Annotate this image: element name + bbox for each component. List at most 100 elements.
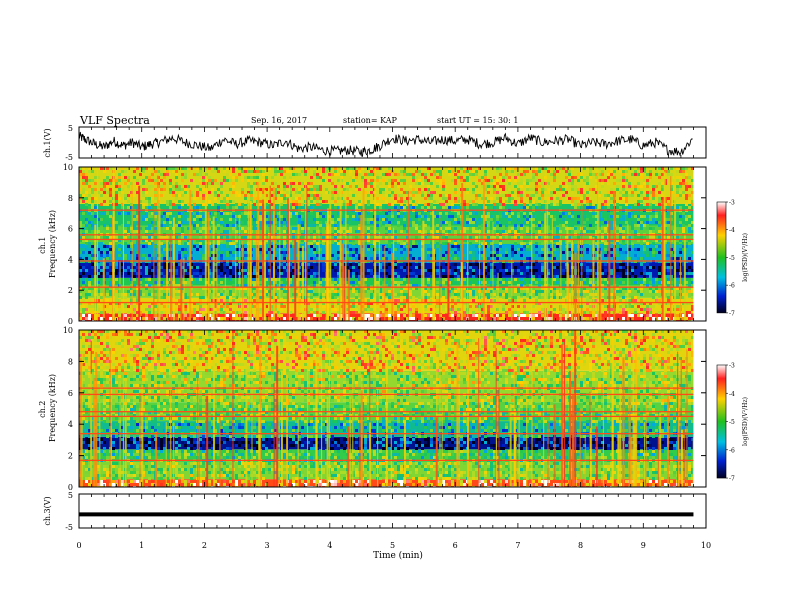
spectrogram-cell [493, 167, 496, 170]
spectrogram-cell [595, 221, 598, 224]
spectrogram-cell [244, 236, 247, 239]
spectrogram-cell [430, 275, 433, 278]
spectrogram-cell [124, 194, 127, 197]
spectrogram-cell [379, 251, 382, 254]
spectrogram-cell [490, 290, 493, 293]
spectrogram-cell [334, 269, 337, 272]
spectrogram-cell [649, 170, 652, 173]
spectrogram-cell [100, 296, 103, 299]
spectrogram-cell [643, 170, 646, 173]
spectrogram-cell [85, 269, 88, 272]
spectrogram-cell [106, 293, 109, 296]
spectrogram-cell [358, 212, 361, 215]
spectrogram-cell [130, 236, 133, 239]
spectrogram-cell [601, 221, 604, 224]
spectrogram-cell [682, 215, 685, 218]
spectrogram-cell [601, 182, 604, 185]
spectrogram-cell [88, 212, 91, 215]
spectrogram-cell [265, 278, 268, 281]
spectrogram-cell [343, 221, 346, 224]
spectrogram-cell [118, 284, 121, 287]
spectrogram-cell [367, 272, 370, 275]
spectrogram-cell [556, 227, 559, 230]
spectrogram-cell [259, 275, 262, 278]
spectrogram-cell [331, 221, 334, 224]
spectrogram-cell [130, 296, 133, 299]
spectrogram-cell [418, 266, 421, 269]
spectrogram-cell [358, 227, 361, 230]
spectrogram-cell [532, 287, 535, 290]
spectrogram-cell [421, 206, 424, 209]
spectrogram-cell [253, 275, 256, 278]
spectrogram-cell [319, 176, 322, 179]
spectrogram-cell [118, 185, 121, 188]
spectrogram-cell [169, 179, 172, 182]
spectrogram-cell [193, 278, 196, 281]
spectrogram-cell [538, 170, 541, 173]
spectrogram-cell [622, 218, 625, 221]
spectrogram-cell [556, 194, 559, 197]
spectrogram-cell [82, 212, 85, 215]
spectrogram-cell [244, 167, 247, 170]
spectrogram-cell [520, 197, 523, 200]
spectrogram-cell [589, 221, 592, 224]
spectrogram-cell [529, 212, 532, 215]
spectrogram-cell [655, 221, 658, 224]
spectrogram-cell [79, 200, 82, 203]
spectrogram-cell [670, 266, 673, 269]
spectrogram-cell [253, 284, 256, 287]
spectrogram-cell [334, 182, 337, 185]
spectrogram-cell [511, 245, 514, 248]
spectrogram-cell [496, 197, 499, 200]
spectrogram-cell [532, 200, 535, 203]
spectrogram-cell [127, 176, 130, 179]
spectrogram-cell [493, 191, 496, 194]
spectrogram-cell [220, 176, 223, 179]
spectrogram-cell [469, 296, 472, 299]
spectrogram-cell [190, 221, 193, 224]
spectrogram-cell [640, 293, 643, 296]
spectrogram-cell [691, 290, 694, 293]
spectrogram-cell [439, 182, 442, 185]
spectrogram-cell [628, 290, 631, 293]
spectrogram-cell [685, 212, 688, 215]
spectrogram-cell [163, 293, 166, 296]
spectrogram-cell [562, 218, 565, 221]
spectrogram-cell [499, 275, 502, 278]
spectrogram-cell [613, 170, 616, 173]
spectrogram-cell [481, 194, 484, 197]
spectrogram-cell [271, 278, 274, 281]
spectrogram-cell [289, 269, 292, 272]
spectrogram-cell [82, 272, 85, 275]
spectrogram-cell [556, 236, 559, 239]
spectrogram-cell [601, 218, 604, 221]
spectrogram-cell [292, 227, 295, 230]
spectrogram-cell [520, 254, 523, 257]
spectrogram-cell [628, 182, 631, 185]
spectrogram-cell [397, 293, 400, 296]
spectrogram-cell [421, 197, 424, 200]
spectrogram-cell [541, 185, 544, 188]
spectrogram-cell [103, 200, 106, 203]
spectrogram-cell [448, 281, 451, 284]
spectrogram-cell [391, 191, 394, 194]
spectrogram-cell [553, 224, 556, 227]
spectrogram-cell [196, 194, 199, 197]
spectrogram-cell [529, 185, 532, 188]
spectrogram-cell [412, 206, 415, 209]
spectrogram-cell [502, 188, 505, 191]
spectrogram-cell [295, 281, 298, 284]
spectrogram-cell [121, 203, 124, 206]
spectrogram-cell [538, 284, 541, 287]
spectrogram-cell [424, 224, 427, 227]
spectrogram-cell [685, 281, 688, 284]
spectrogram-cell [127, 200, 130, 203]
spectrogram-cell [259, 221, 262, 224]
spectrogram-cell [418, 215, 421, 218]
spectrogram-cell [604, 206, 607, 209]
spectrogram-cell [538, 230, 541, 233]
spectrogram-cell [397, 224, 400, 227]
spectrogram-cell [220, 239, 223, 242]
spectrogram-cell [469, 200, 472, 203]
spectrogram-cell [346, 167, 349, 170]
